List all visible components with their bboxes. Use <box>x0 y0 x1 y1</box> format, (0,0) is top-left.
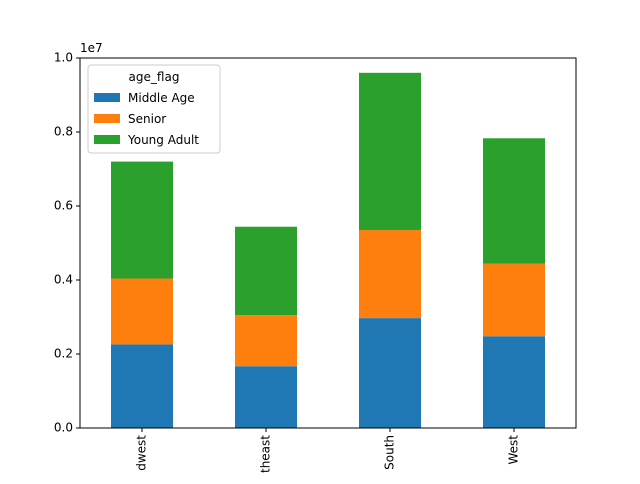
x-tick-label: South <box>383 435 397 470</box>
bar-middle-age-west <box>483 336 545 428</box>
y-tick-label: 0.4 <box>54 273 73 287</box>
bar-young-adult-midwest <box>111 161 173 279</box>
bar-young-adult-south <box>359 72 421 231</box>
legend-title: age_flag <box>129 70 180 84</box>
x-axis: dwest theast South West <box>135 428 521 473</box>
legend-swatch-senior <box>94 114 120 123</box>
bar-young-adult-west <box>483 138 545 264</box>
x-tick-label: West <box>507 435 521 465</box>
y-tick-label: 1.0 <box>54 51 73 65</box>
legend-label-senior: Senior <box>128 112 166 126</box>
legend-swatch-middle-age <box>94 93 120 102</box>
y-tick-label: 0.2 <box>54 347 73 361</box>
plot-frame <box>79 57 577 429</box>
legend-swatch-young-adult <box>94 135 120 144</box>
legend-label-young-adult: Young Adult <box>127 133 199 147</box>
bar-senior-northeast <box>235 315 297 367</box>
bars-layer <box>111 72 545 428</box>
bar-middle-age-northeast <box>235 366 297 428</box>
y-offset-label: 1e7 <box>80 41 103 55</box>
legend-box <box>87 64 221 154</box>
x-tick-label: dwest <box>135 435 149 471</box>
bar-senior-west <box>483 263 545 337</box>
bar-middle-age-midwest <box>111 344 173 428</box>
y-axis: 0.0 0.2 0.4 0.6 0.8 1.0 <box>54 51 80 435</box>
legend: age_flag Middle Age Senior Young Adult <box>87 64 221 154</box>
bar-senior-midwest <box>111 278 173 345</box>
y-tick-label: 0.0 <box>54 421 73 435</box>
bar-young-adult-northeast <box>235 226 297 316</box>
bar-middle-age-south <box>359 318 421 428</box>
x-tick-label: theast <box>259 435 273 473</box>
y-tick-label: 0.8 <box>54 125 73 139</box>
bar-senior-south <box>359 230 421 319</box>
legend-label-middle-age: Middle Age <box>128 91 195 105</box>
y-tick-label: 0.6 <box>54 199 73 213</box>
